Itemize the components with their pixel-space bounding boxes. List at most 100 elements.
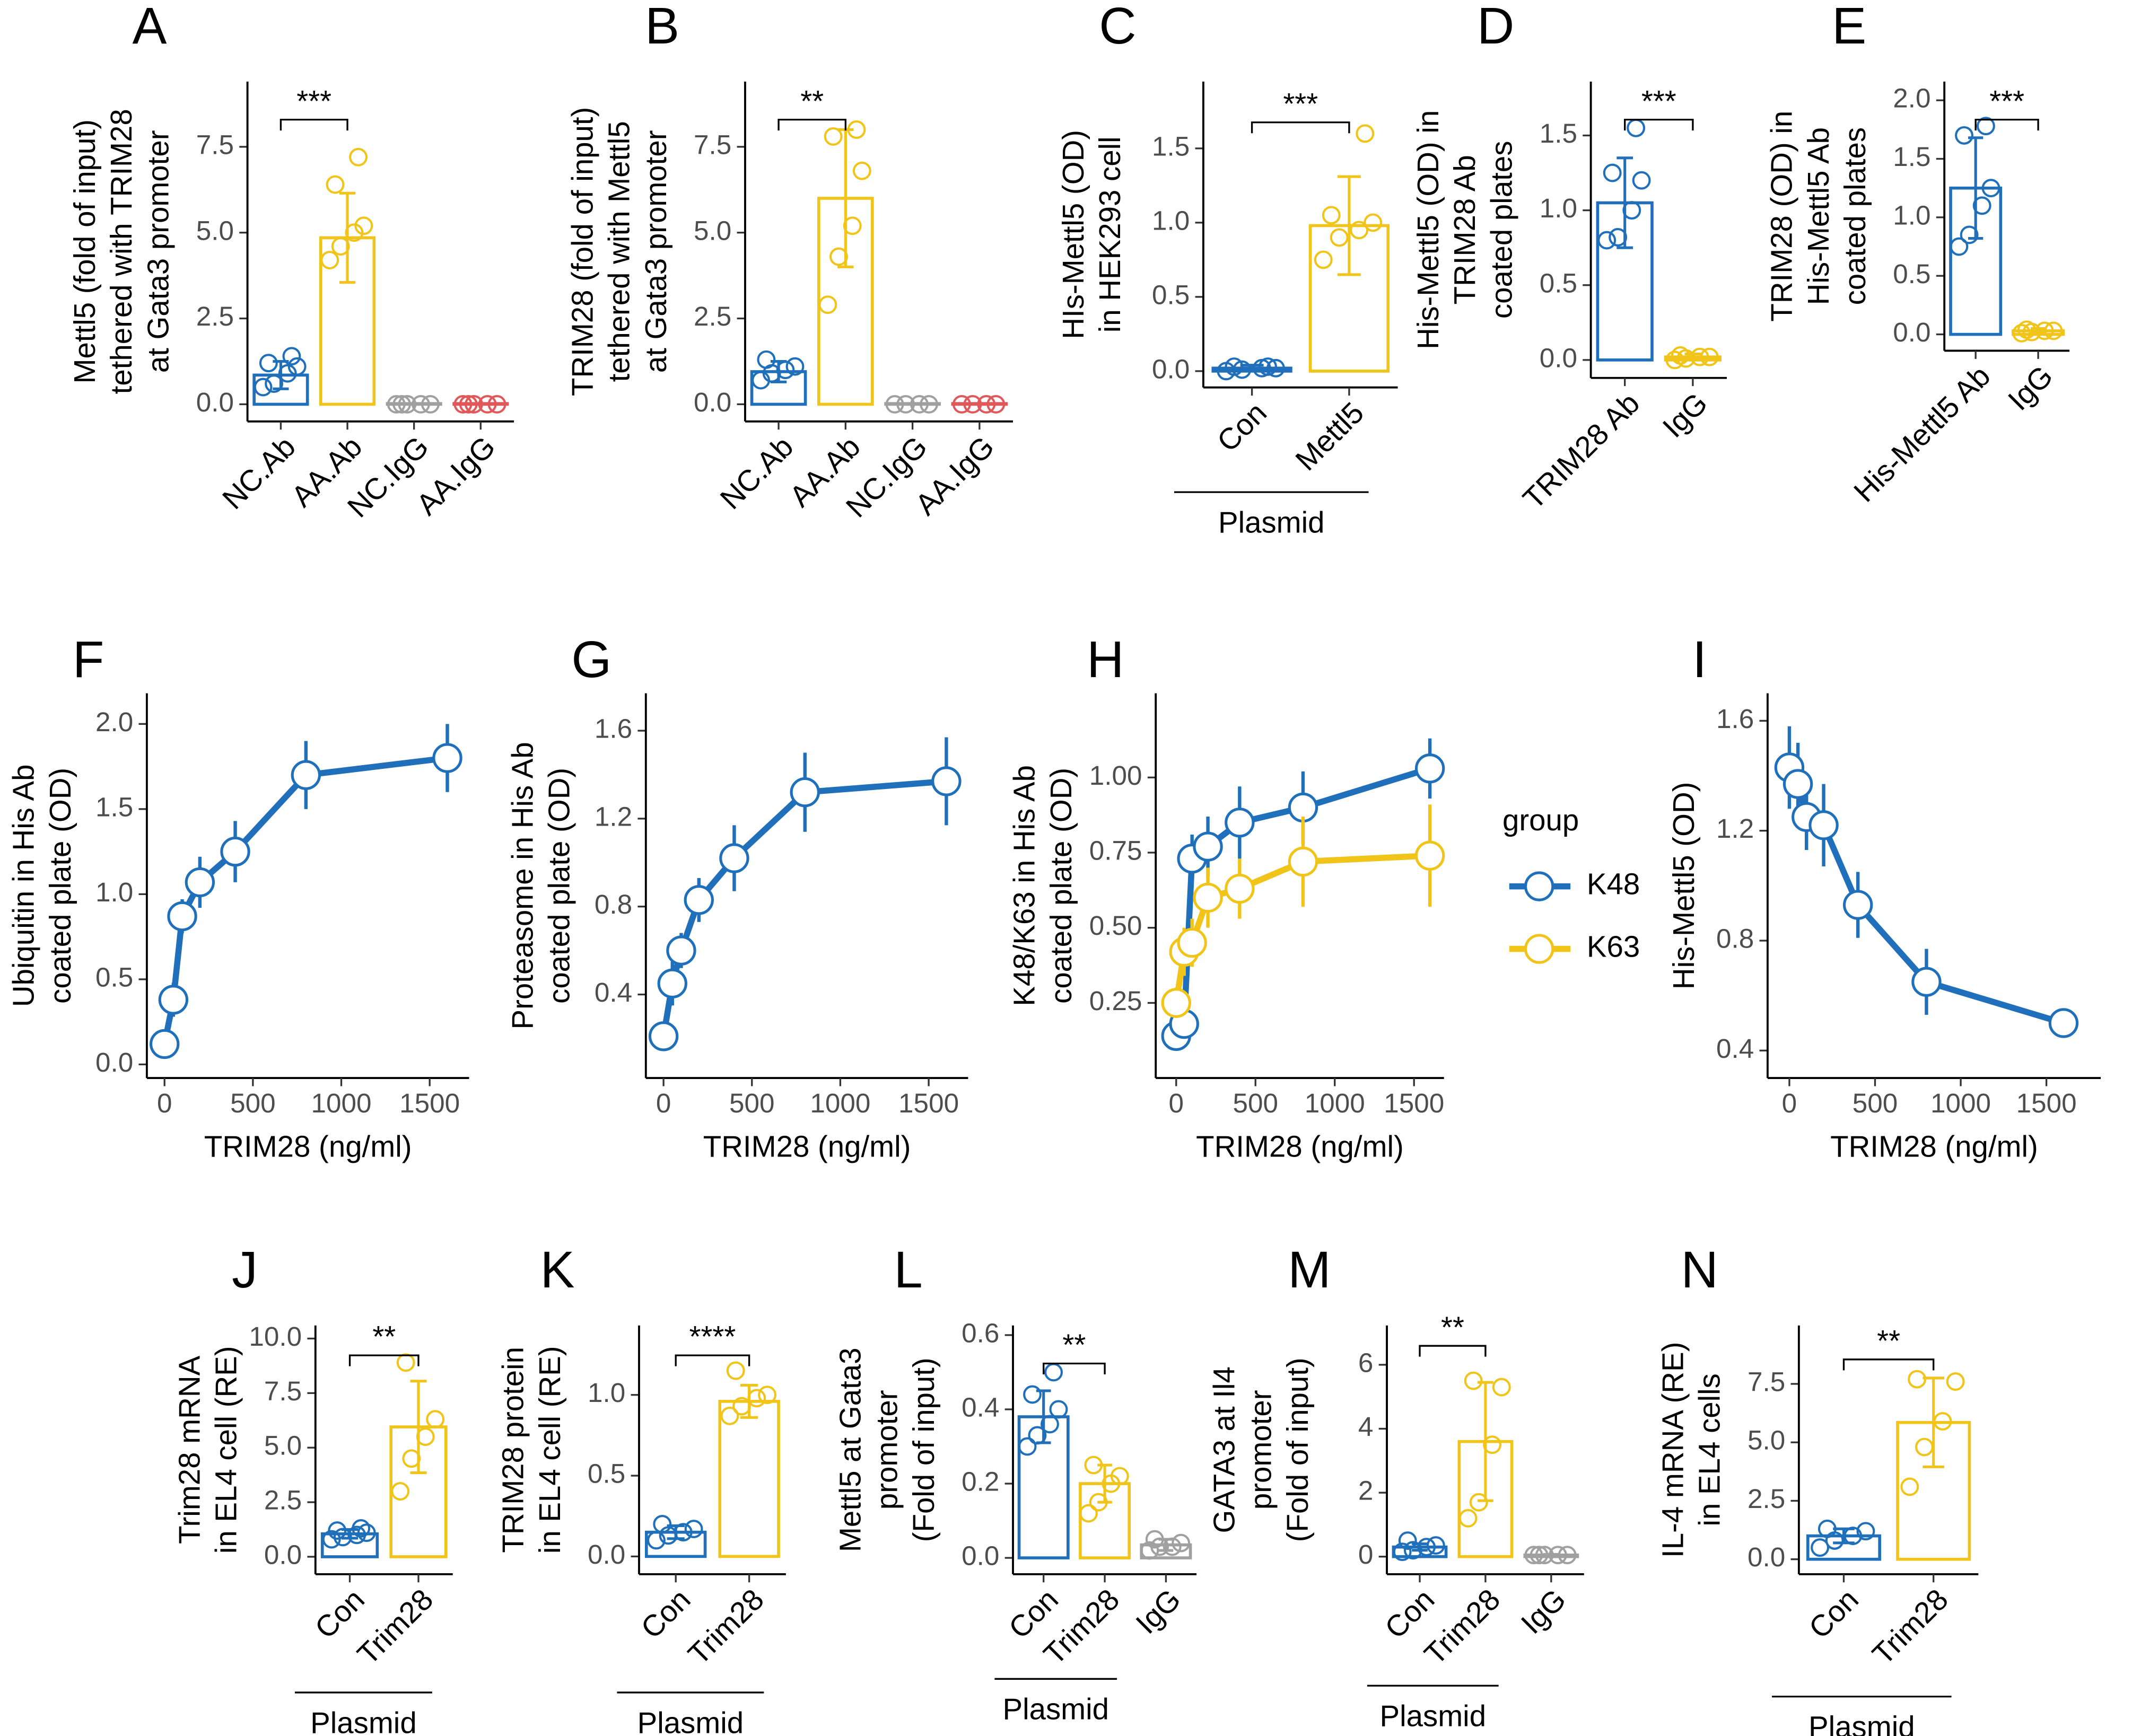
data-point xyxy=(1364,213,1383,232)
group-label: Plasmid xyxy=(1808,1710,1915,1736)
x-axis-label: TRIM28 (ng/ml) xyxy=(1196,1129,1404,1163)
y-tick-label: 1.6 xyxy=(595,714,632,744)
data-point xyxy=(1314,250,1333,269)
x-tick-label: Con xyxy=(634,1582,697,1645)
data-point xyxy=(167,901,197,932)
y-axis-label: coated plate (OD) xyxy=(543,768,576,1004)
data-point xyxy=(259,354,278,373)
y-tick-label: 0.50 xyxy=(1089,910,1142,941)
y-axis-label: TRIM28 (OD) in xyxy=(1765,111,1798,322)
data-point xyxy=(1398,1531,1417,1550)
data-point xyxy=(1044,1363,1063,1382)
x-tick-label: IgG xyxy=(1656,386,1714,444)
data-point xyxy=(1193,882,1223,913)
y-tick-label: 0.5 xyxy=(1540,268,1577,298)
y-axis-label: at Gata3 promoter xyxy=(141,130,174,373)
y-tick-label: 2.5 xyxy=(196,301,234,331)
data-point xyxy=(326,175,345,194)
x-tick-label: NC.Ab xyxy=(216,429,302,515)
panel-letter: K xyxy=(540,1241,575,1299)
data-point xyxy=(1288,846,1318,877)
data-point xyxy=(1558,1546,1577,1565)
data-point xyxy=(432,743,462,773)
significance-bracket xyxy=(1624,118,1694,131)
panel-letter: G xyxy=(571,630,611,688)
legend-label: K48 xyxy=(1587,867,1640,901)
group-label: Plasmid xyxy=(637,1706,744,1736)
group-label: Plasmid xyxy=(1380,1699,1487,1733)
y-tick-label: 0.5 xyxy=(588,1459,625,1489)
data-point xyxy=(824,127,843,146)
panel-letter: M xyxy=(1288,1241,1331,1299)
y-axis-label: Ubiquitin in His Ab xyxy=(7,765,40,1007)
data-point xyxy=(387,394,406,414)
data-point xyxy=(1811,1538,1830,1557)
panel-letter: D xyxy=(1477,0,1514,55)
x-tick-label: Mettl5 xyxy=(1289,396,1370,477)
data-point xyxy=(726,1361,745,1380)
y-tick-label: 5.0 xyxy=(264,1431,302,1461)
panel: G Proteasome in His Ab coated plate (OD) 0.… xyxy=(506,630,968,1163)
data-point xyxy=(487,394,506,414)
y-axis-label: in EL4 cell (RE) xyxy=(533,1346,566,1554)
x-axis-label: TRIM28 (ng/ml) xyxy=(204,1129,412,1163)
data-point xyxy=(1322,206,1341,225)
y-tick-label: 0.4 xyxy=(962,1392,999,1423)
y-axis-label: His-Mettl5 (OD) xyxy=(1667,782,1700,990)
y-axis-label: coated plate (OD) xyxy=(1044,768,1078,1004)
data-point xyxy=(291,760,321,790)
data-point xyxy=(1233,360,1252,379)
y-axis-label: promoter xyxy=(1244,1390,1278,1510)
data-point xyxy=(357,1523,376,1542)
panel: L Mettl5 at Gata3 promoter (Fold of input) 0… xyxy=(833,1241,1197,1726)
y-tick-label: 1.6 xyxy=(1716,704,1754,734)
data-point xyxy=(1414,753,1445,784)
significance-label: *** xyxy=(296,84,331,118)
significance-bracket xyxy=(1842,1358,1935,1371)
panel: H K48/K63 in His Ab coated plate (OD) 0.25 0… xyxy=(1008,630,1640,1163)
data-point xyxy=(1266,358,1285,378)
significance-label: *** xyxy=(1283,87,1318,120)
data-point xyxy=(1950,237,1969,256)
data-point xyxy=(1458,1509,1478,1528)
x-tick-label: 0 xyxy=(656,1088,671,1118)
data-point xyxy=(1193,831,1223,862)
y-tick-label: 0.2 xyxy=(962,1467,999,1497)
x-tick-label: 500 xyxy=(1233,1088,1278,1118)
y-tick-label: 0.25 xyxy=(1089,986,1142,1016)
x-tick-label: IgG xyxy=(1129,1582,1187,1640)
data-point xyxy=(1023,1385,1042,1404)
data-point xyxy=(1632,171,1651,190)
significance-label: ** xyxy=(372,1320,396,1353)
y-axis-label: K48/K63 in His Ab xyxy=(1008,765,1041,1006)
panel-letter: I xyxy=(1692,630,1707,688)
y-tick-label: 2 xyxy=(1358,1476,1374,1506)
y-axis-label: Trim28 mRNA xyxy=(172,1355,206,1544)
data-point xyxy=(1665,350,1684,370)
data-point xyxy=(1350,221,1369,240)
y-tick-label: 1.0 xyxy=(95,877,133,907)
data-point xyxy=(657,968,687,999)
y-axis-label: TRIM28 Ab xyxy=(1448,155,1481,304)
legend-marker xyxy=(1524,934,1554,964)
data-point xyxy=(1808,810,1839,840)
data-point xyxy=(453,394,473,414)
y-axis-label: tethered with Mettl5 xyxy=(602,121,636,382)
data-point xyxy=(1464,1371,1483,1390)
data-point xyxy=(1783,769,1813,799)
x-tick-label: 1500 xyxy=(898,1088,959,1118)
data-point xyxy=(852,161,871,180)
significance-bracket xyxy=(1251,121,1350,134)
data-point xyxy=(1603,163,1622,182)
data-point xyxy=(287,357,307,376)
legend-label: K63 xyxy=(1587,930,1640,963)
y-axis-label: (Fold of input) xyxy=(907,1357,940,1542)
data-point xyxy=(1049,1400,1068,1419)
significance-label: ** xyxy=(1062,1328,1086,1362)
data-point xyxy=(1915,1437,1934,1457)
data-point xyxy=(1225,873,1255,904)
data-point xyxy=(785,357,805,376)
y-tick-label: 0.6 xyxy=(962,1318,999,1348)
